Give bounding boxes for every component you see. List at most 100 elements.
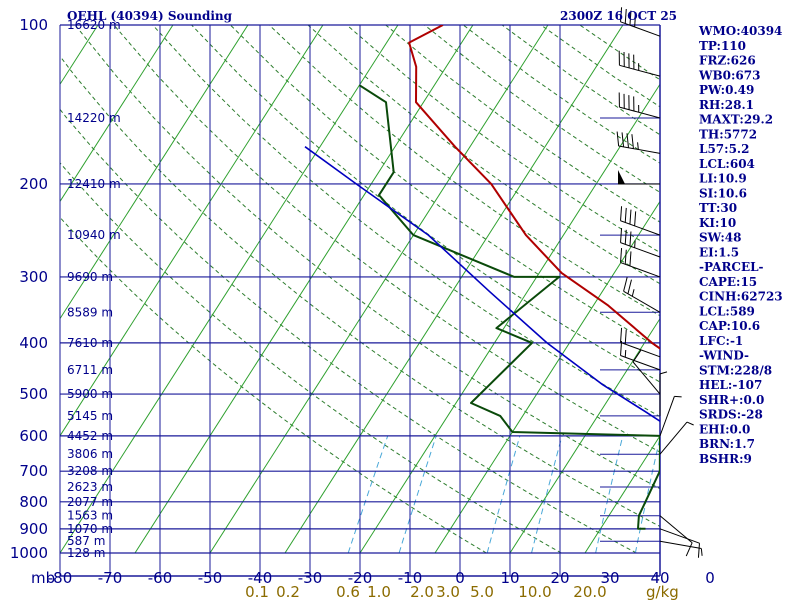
index-value: L57:5.2 bbox=[699, 142, 749, 156]
isotherm-line bbox=[134, 25, 474, 554]
wind-barb bbox=[620, 340, 661, 371]
index-value: WB0:673 bbox=[698, 68, 760, 82]
mixing-unit-label: g/kg bbox=[646, 583, 679, 600]
isotherm-line bbox=[284, 25, 624, 554]
mixing-ratio-label: 2.0 bbox=[410, 583, 434, 600]
height-label: 7610 m bbox=[67, 336, 113, 350]
wind-barb-flag bbox=[629, 10, 632, 26]
isotherm-line bbox=[60, 25, 324, 437]
index-value: LCL:589 bbox=[699, 304, 755, 318]
wind-barb-half-flag bbox=[659, 371, 668, 375]
wind-barb-flag bbox=[626, 133, 629, 148]
pressure-tick-label: 100 bbox=[19, 16, 48, 34]
wind-barb-half-flag bbox=[634, 240, 636, 248]
temperature-tick-label: -60 bbox=[148, 569, 173, 587]
isotherm-line bbox=[209, 25, 549, 554]
x-unit-label: mb bbox=[31, 569, 55, 587]
wind-barb-flag bbox=[624, 249, 627, 265]
pressure-tick-label: 600 bbox=[19, 427, 48, 445]
wind-barb-staff bbox=[620, 220, 661, 236]
height-label: 128 m bbox=[67, 546, 105, 560]
temperature-tick-label: -70 bbox=[98, 569, 123, 587]
wind-barb bbox=[659, 528, 700, 558]
dry-adiabat bbox=[60, 108, 637, 554]
chart-title: OEHL (40394) Sounding bbox=[67, 9, 233, 23]
wind-barb-flag bbox=[629, 209, 632, 225]
dry-adiabat bbox=[230, 25, 660, 350]
index-value: CINH:62723 bbox=[699, 290, 783, 304]
pressure-tick-label: 1000 bbox=[10, 544, 48, 562]
wind-barb-half-flag bbox=[700, 548, 703, 556]
mixing-ratio-label: 0.1 bbox=[245, 583, 269, 600]
wind-barb-flag bbox=[634, 12, 637, 27]
index-value: CAP:10.6 bbox=[699, 319, 760, 333]
wind-barb bbox=[620, 206, 661, 236]
wind-barb-half-flag bbox=[637, 142, 639, 150]
wind-barb bbox=[618, 92, 661, 119]
mixing-ratio-label: 1.0 bbox=[367, 583, 391, 600]
stability-indices: WMO:40394TP:110FRZ:626WB0:673PW:0.49RH:2… bbox=[698, 24, 783, 466]
wind-barb-staff bbox=[620, 355, 661, 371]
wind-barb bbox=[620, 327, 661, 358]
temperature-tick-label: -40 bbox=[248, 569, 273, 587]
temperature-tick-label: 40 bbox=[650, 569, 669, 587]
wind-barb-flag bbox=[620, 7, 623, 22]
index-value: SRDS:-28 bbox=[699, 408, 763, 422]
wind-barb bbox=[620, 247, 661, 278]
wind-barb-staff bbox=[620, 262, 661, 278]
wind-barb-flag bbox=[620, 247, 623, 263]
wind-barb-flag bbox=[634, 211, 637, 226]
index-value: TH:5772 bbox=[699, 127, 757, 141]
wind-barbs bbox=[616, 7, 703, 558]
wind-barb-flag bbox=[697, 543, 700, 558]
index-value: PW:0.49 bbox=[699, 83, 754, 97]
wind-barb-flag bbox=[620, 206, 623, 221]
height-label: 587 m bbox=[67, 534, 105, 548]
height-label: 3208 m bbox=[67, 464, 113, 478]
wind-barb bbox=[659, 395, 682, 437]
wind-barb-staff bbox=[659, 421, 688, 455]
index-value: TP:110 bbox=[699, 39, 746, 53]
wind-barb-flag bbox=[624, 207, 627, 223]
wind-barb-flag bbox=[627, 279, 632, 294]
index-value: HEL:-107 bbox=[699, 378, 762, 392]
wind-barb bbox=[620, 228, 661, 258]
dry-adiabat bbox=[307, 25, 660, 285]
isotherm-line bbox=[509, 317, 660, 554]
height-label: 4452 m bbox=[67, 429, 113, 443]
index-value: STM:228/8 bbox=[699, 363, 772, 377]
wind-barb bbox=[632, 349, 661, 395]
height-label: 3806 m bbox=[67, 447, 113, 461]
wind-barb-staff bbox=[659, 396, 675, 437]
wind-barb bbox=[659, 371, 668, 416]
temperature-tick-label: -80 bbox=[48, 569, 73, 587]
pressure-tick-label: 700 bbox=[19, 462, 48, 480]
temperature-tick-label: 10 bbox=[500, 569, 519, 587]
isotherm-line bbox=[60, 25, 249, 320]
height-label: 12410 m bbox=[67, 177, 121, 191]
wind-barb-pennant bbox=[618, 169, 625, 184]
height-label: 16620 m bbox=[67, 18, 121, 32]
height-label: 2623 m bbox=[67, 480, 113, 494]
isotherm-line bbox=[434, 200, 660, 554]
wind-barb-staff bbox=[632, 361, 661, 395]
temperature-tick-label: -30 bbox=[298, 569, 323, 587]
series-dewpoint-line bbox=[358, 84, 660, 530]
isotherm-line bbox=[584, 434, 660, 554]
series-parcel-line bbox=[304, 146, 660, 423]
wind-barb-staff bbox=[620, 242, 661, 258]
wind-barb-flag bbox=[631, 134, 634, 149]
wind-barb bbox=[659, 540, 703, 556]
wind-barb-half-flag bbox=[631, 289, 635, 297]
temperature-tick-label: -50 bbox=[198, 569, 223, 587]
mixing-ratio-label: 0.2 bbox=[276, 583, 300, 600]
index-value: SI:10.6 bbox=[699, 186, 747, 200]
index-value: EHI:0.0 bbox=[699, 422, 750, 436]
pressure-tick-label: 400 bbox=[19, 334, 48, 352]
index-value: WMO:40394 bbox=[698, 24, 782, 38]
wind-barb-flag bbox=[620, 340, 623, 356]
index-value: BRN:1.7 bbox=[699, 437, 755, 451]
wind-barb-flag bbox=[629, 231, 632, 247]
wind-barb-staff bbox=[619, 106, 661, 119]
dry-adiabat bbox=[74, 25, 660, 490]
